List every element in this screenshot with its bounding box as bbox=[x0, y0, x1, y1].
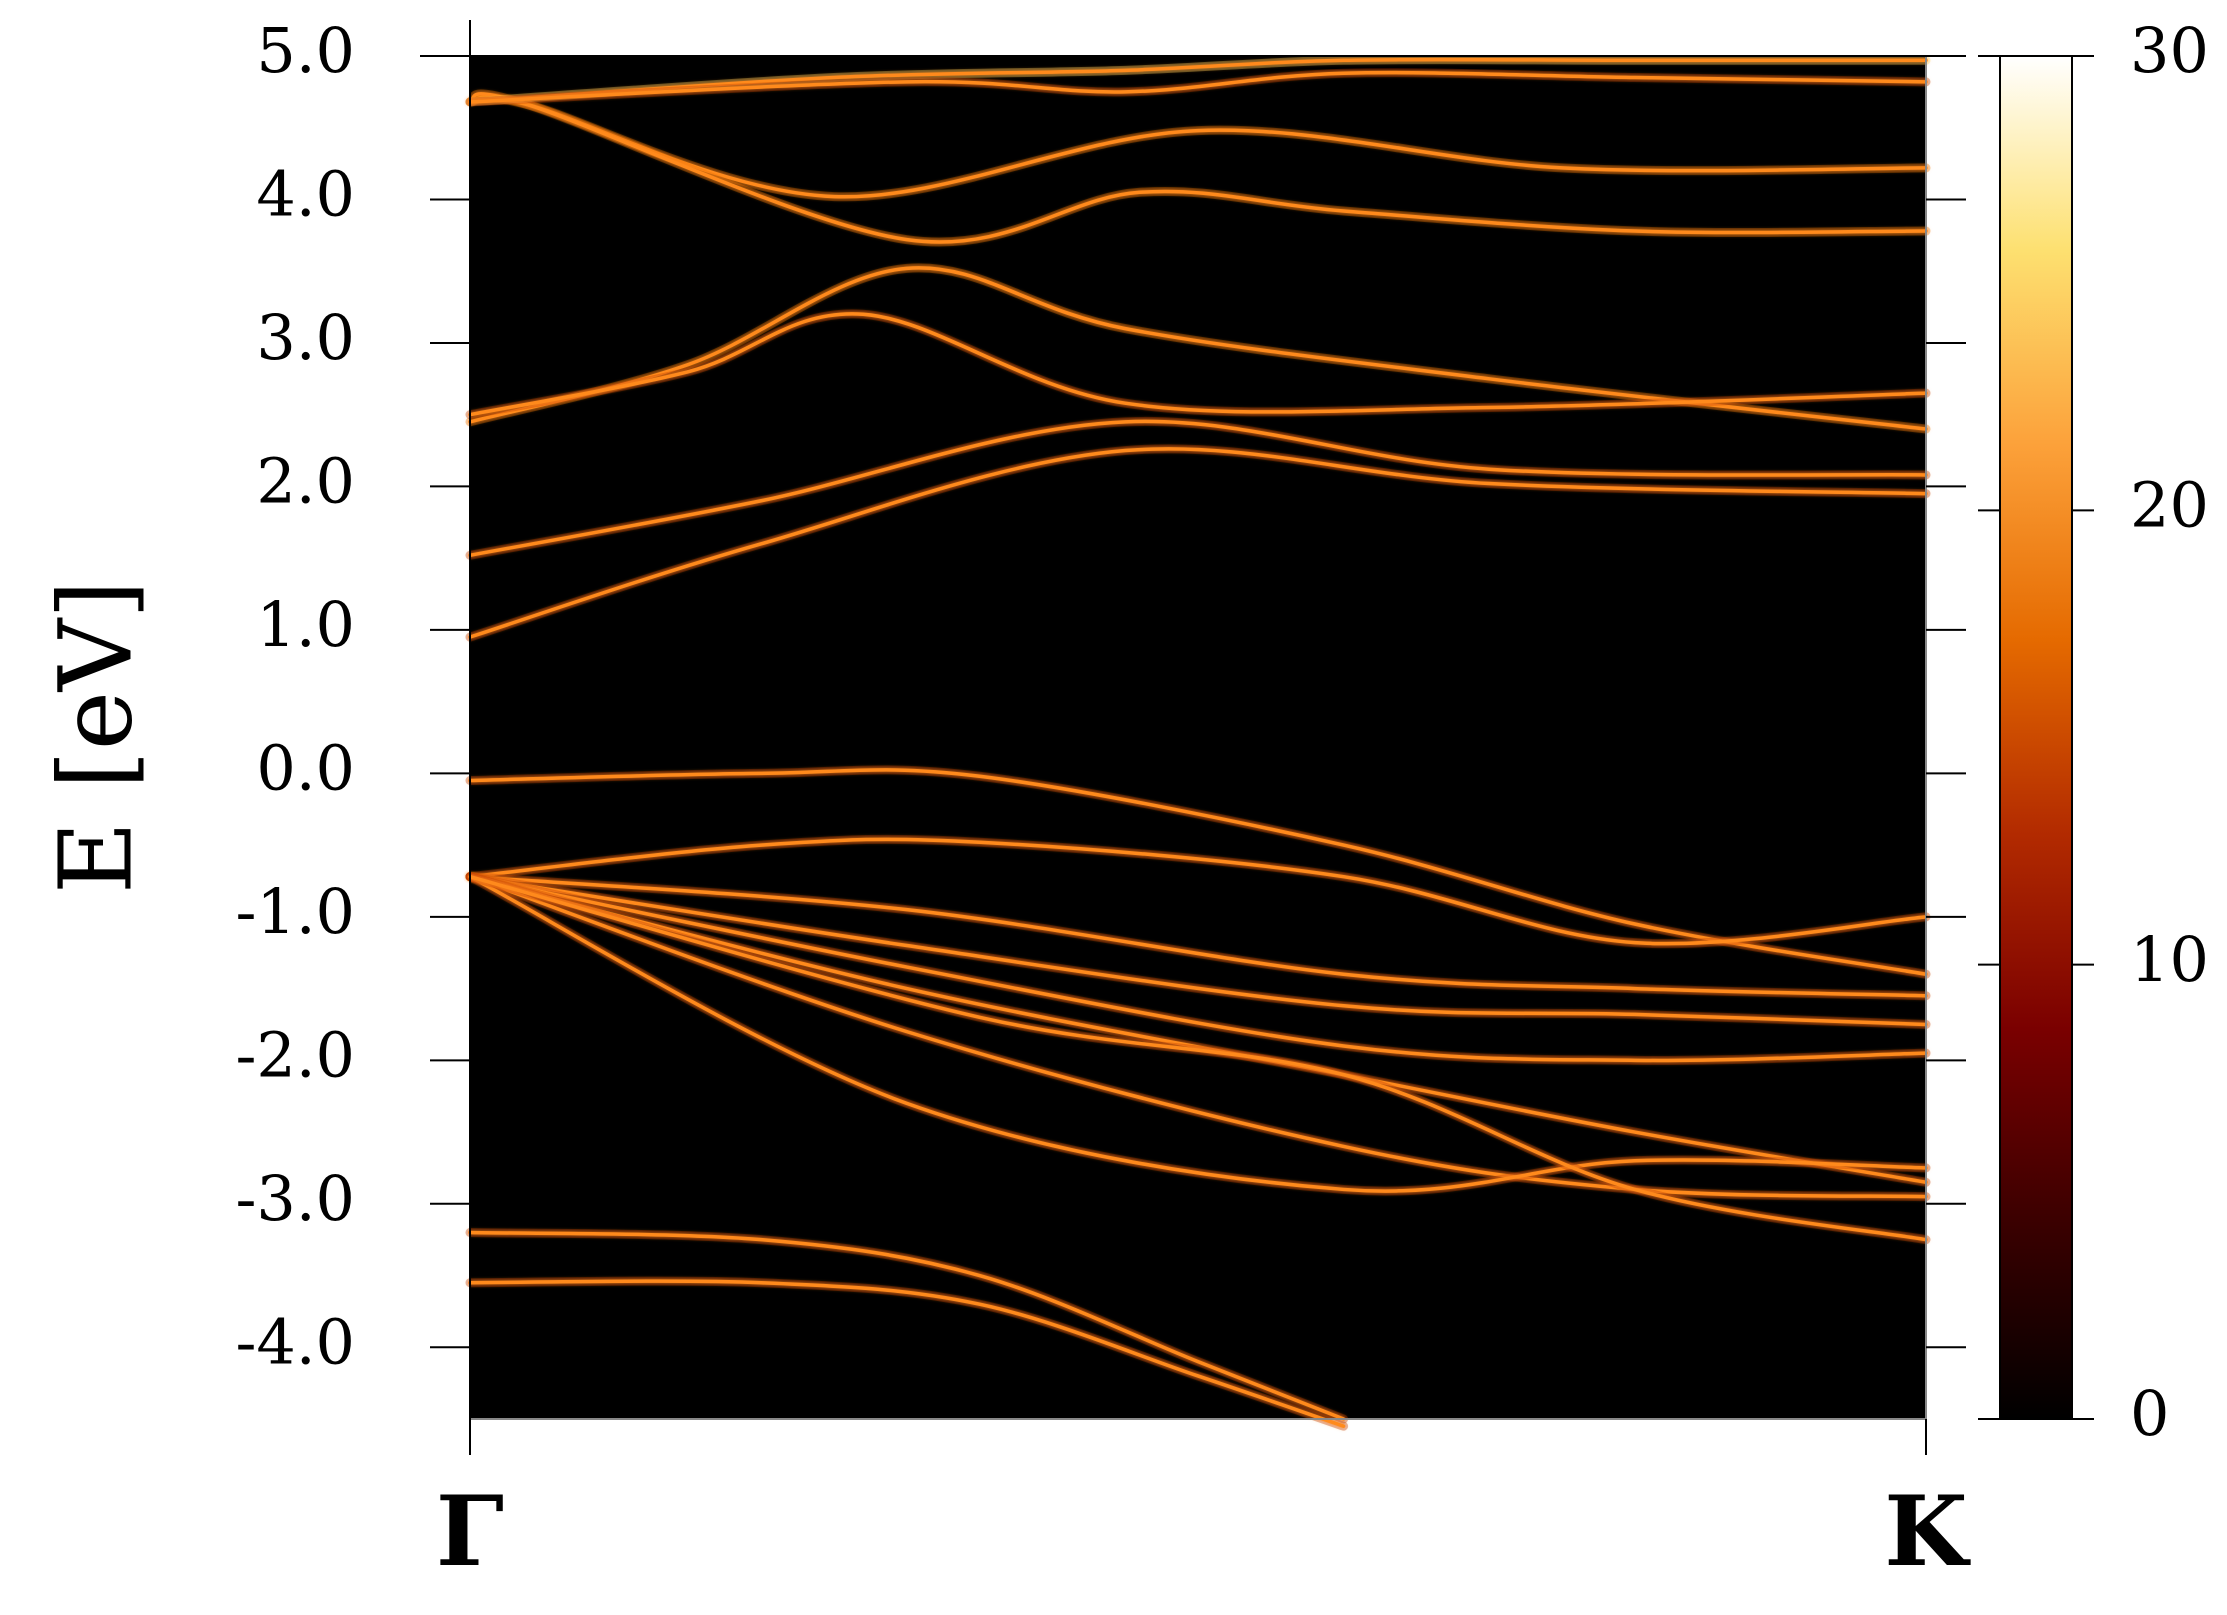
colorbar-tick-label: 0 bbox=[2130, 1377, 2169, 1450]
y-tick-label: -3.0 bbox=[235, 1162, 355, 1235]
colorbar-ticks: 0 10 20 30 bbox=[1978, 14, 2209, 1450]
band-line bbox=[468, 92, 1928, 244]
band-line bbox=[468, 874, 1928, 1193]
band-line bbox=[468, 768, 1928, 976]
band-line bbox=[468, 447, 1928, 639]
y-tick-label: 0.0 bbox=[256, 731, 355, 804]
band-line bbox=[468, 874, 1928, 998]
colorbar-tick-label: 30 bbox=[2130, 14, 2209, 87]
band-line bbox=[468, 57, 1928, 104]
band-line bbox=[468, 874, 1928, 1027]
band-line bbox=[468, 70, 1928, 104]
y-tick-label: 5.0 bbox=[256, 14, 355, 87]
y-axis-ticks: 5.0 4.0 3.0 2.0 1.0 0.0 -1.0 -2.0 -3.0 -4.0 bbox=[235, 14, 1966, 1378]
k-point-label: Γ bbox=[436, 1475, 504, 1588]
y-tick-label: -1.0 bbox=[235, 875, 355, 948]
band-line bbox=[468, 837, 1928, 946]
y-tick-label: 3.0 bbox=[256, 301, 355, 374]
band-line bbox=[468, 874, 1928, 1063]
band-line bbox=[468, 1279, 1346, 1428]
y-tick-label: -2.0 bbox=[235, 1018, 355, 1091]
plot-background bbox=[470, 56, 1926, 1419]
y-tick-label: 4.0 bbox=[256, 158, 355, 231]
colorbar-scale bbox=[1999, 55, 2073, 1420]
band-lines bbox=[465, 55, 1931, 1431]
band-line bbox=[468, 312, 1928, 417]
y-tick-label: 1.0 bbox=[256, 588, 355, 661]
band-line bbox=[468, 419, 1928, 558]
k-point-label: K bbox=[1884, 1475, 1971, 1588]
colorbar: 0 10 20 30 bbox=[1978, 14, 2209, 1450]
y-tick-label: -4.0 bbox=[235, 1305, 355, 1378]
y-axis-label: E [eV] bbox=[38, 580, 155, 894]
colorbar-tick-label: 20 bbox=[2130, 468, 2209, 541]
band-line bbox=[468, 1230, 1346, 1421]
band-line bbox=[468, 874, 1928, 1242]
colorbar-tick-label: 10 bbox=[2130, 923, 2209, 996]
band-line bbox=[468, 266, 1928, 431]
y-tick-label: 2.0 bbox=[256, 445, 355, 518]
band-line bbox=[468, 874, 1928, 1199]
